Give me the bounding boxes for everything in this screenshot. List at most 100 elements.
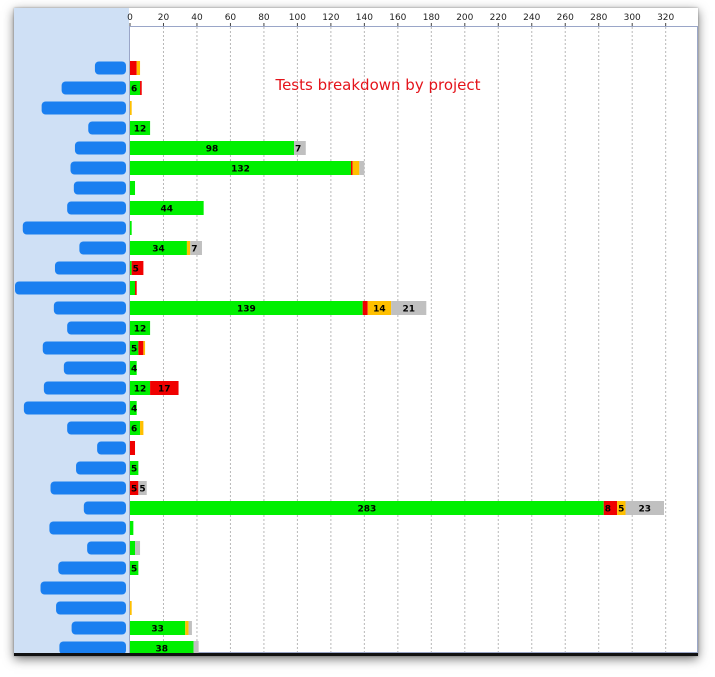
bar-value-label: 12	[134, 125, 147, 135]
bar-row	[130, 601, 132, 615]
category-label	[94, 61, 126, 75]
bar-value-label: 17	[158, 385, 171, 395]
category-label	[67, 321, 126, 335]
bar-row: 34 7	[130, 241, 202, 255]
bar-segment-error	[130, 101, 132, 115]
x-tick-label: 260	[557, 13, 574, 23]
bar-row	[130, 441, 136, 455]
bar-value-label: 44	[161, 205, 174, 215]
category-label	[41, 101, 126, 115]
bar-row: 4	[130, 401, 137, 415]
bar-row: 33	[130, 621, 192, 635]
x-tick-label: 40	[191, 13, 203, 23]
bar-value-label: 12	[134, 385, 147, 395]
x-tick-label: 60	[225, 13, 237, 23]
bar-value-label: 23	[638, 505, 651, 515]
bar-row: 139 14 21	[130, 301, 427, 315]
category-label	[74, 141, 126, 155]
bar-segment-fail	[138, 341, 144, 355]
x-tick-label: 280	[590, 13, 607, 23]
category-label	[67, 421, 126, 435]
bar-value-label: 38	[156, 645, 169, 655]
bar-segment-pass	[130, 641, 194, 655]
category-label	[79, 241, 126, 255]
bar-segment-skip	[625, 501, 665, 515]
bar-segment-pass	[130, 81, 141, 95]
bar-row: 5	[130, 341, 146, 355]
bar-value-label: 4	[131, 365, 137, 375]
bar-value-label: 12	[134, 325, 147, 335]
plot-frame	[129, 26, 698, 653]
category-label	[70, 161, 126, 175]
bar-segment-pass	[130, 401, 137, 415]
bar-row: 132	[130, 161, 365, 175]
bar-row	[130, 221, 132, 235]
bar-row	[130, 181, 136, 195]
bar-row: 6	[130, 421, 144, 435]
bar-segment-fail	[135, 281, 137, 295]
bar-row	[130, 61, 141, 75]
bar-segment-error	[136, 61, 141, 75]
bar-row: 5	[130, 261, 144, 275]
bar-segment-fail	[362, 301, 368, 315]
x-tick-label: 240	[523, 13, 540, 23]
bar-segment-fail	[350, 161, 353, 175]
bar-value-label: 5	[131, 465, 137, 475]
bar-value-label: 14	[373, 305, 386, 315]
bar-segment-fail	[130, 441, 136, 455]
bar-segment-pass	[130, 521, 134, 535]
category-label	[73, 181, 126, 195]
grid-lines	[162, 27, 667, 652]
x-tick-label: 0	[127, 13, 133, 23]
category-label	[58, 561, 126, 575]
bar-segment-pass	[130, 181, 136, 195]
bar-segment-pass	[130, 321, 151, 335]
x-tick-label: 20	[158, 13, 170, 23]
bar-segment-error	[617, 501, 626, 515]
bar-segment-fail	[150, 381, 179, 395]
bar-row: 5	[130, 561, 139, 575]
x-tick-label: 140	[356, 13, 373, 23]
bar-segment-pass	[130, 281, 136, 295]
bar-row: 38	[130, 641, 199, 655]
category-label	[22, 221, 126, 235]
bar-segment-pass	[130, 421, 141, 435]
x-tick-label: 300	[624, 13, 641, 23]
bar-value-label: 6	[131, 425, 137, 435]
category-label	[59, 641, 126, 655]
x-tick-label: 220	[490, 13, 507, 23]
bar-segment-fail	[140, 81, 142, 95]
bar-segment-error	[140, 421, 144, 435]
bar-row: 98 7	[130, 141, 306, 155]
chart-window: 0 20 40 60 80 100 120 140 160 180 200 220 240 260 280 3…	[14, 8, 698, 656]
bar-row: 4	[130, 361, 137, 375]
x-tick-label: 120	[322, 13, 339, 23]
bar-segment-pass	[130, 541, 136, 555]
window-bottom-edge	[14, 653, 698, 656]
category-label	[87, 541, 126, 555]
bar-segment-pass	[130, 381, 151, 395]
category-label	[63, 361, 126, 375]
bar-segment-skip	[135, 541, 141, 555]
bar-segment-pass	[130, 201, 204, 215]
bar-value-label: 5	[131, 565, 137, 575]
category-label	[67, 201, 126, 215]
bar-value-label: 132	[231, 165, 250, 175]
x-tick-label: 320	[657, 13, 674, 23]
bar-row: 12	[130, 121, 151, 135]
bar-segment-error	[130, 601, 132, 615]
category-label	[54, 261, 126, 275]
bar-segment-pass	[130, 461, 139, 475]
bar-segment-pass	[130, 261, 132, 275]
category-label	[15, 281, 126, 295]
bar-segment-skip	[359, 161, 365, 175]
category-label	[56, 601, 126, 615]
bar-segment-pass	[130, 621, 186, 635]
bar-segment-skip	[294, 141, 306, 155]
x-tick-label: 80	[258, 13, 270, 23]
bar-segment-error	[367, 301, 392, 315]
bar-segment-skip	[391, 301, 427, 315]
category-label	[49, 521, 126, 535]
